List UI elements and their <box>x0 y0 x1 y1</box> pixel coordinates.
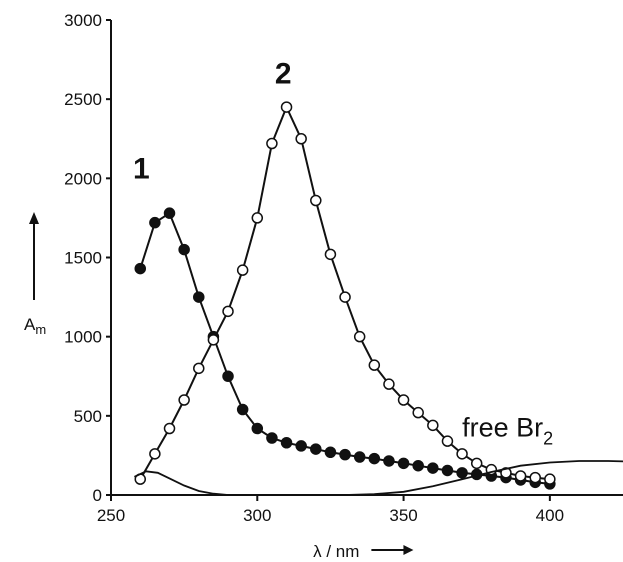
series-2-point <box>295 133 307 145</box>
series-2-point <box>544 473 556 485</box>
series-1-point <box>339 448 351 461</box>
annotation-free-br2: free Br2 <box>462 412 553 448</box>
series-2-point <box>529 471 541 484</box>
series-1-point <box>412 459 424 472</box>
series-2-point <box>470 457 483 470</box>
series-1-line <box>139 211 551 485</box>
series-1-point <box>397 457 410 470</box>
series-1-point <box>427 462 439 474</box>
series-2-point <box>412 406 424 419</box>
y-tick-label: 3000 <box>64 11 102 30</box>
series-1-point <box>149 216 161 229</box>
annotation-subscript: 2 <box>543 428 553 448</box>
series-1-point <box>310 443 322 455</box>
series-2-point <box>339 291 351 303</box>
series-2-point <box>427 419 439 432</box>
x-axis-arrow-head <box>403 545 414 555</box>
series-2-point <box>500 467 512 479</box>
x-tick-label: 250 <box>97 506 125 525</box>
y-axis-arrow-head <box>29 212 39 224</box>
series-1-point <box>368 452 381 465</box>
series-1-point <box>383 455 395 467</box>
series-2-point <box>266 137 278 150</box>
series-2-point <box>193 362 205 375</box>
series-2-point <box>368 359 381 371</box>
series-2-point <box>397 394 410 406</box>
series-2-point <box>456 448 468 460</box>
annotation-series-1: 1 <box>133 152 150 185</box>
series-2-point <box>251 212 264 224</box>
series-1-point <box>456 467 468 479</box>
series-1-point <box>134 262 147 275</box>
y-tick-label: 500 <box>74 407 102 426</box>
series-2-point <box>310 194 322 207</box>
x-axis-title: λ / nm <box>313 542 359 561</box>
series-1-point <box>353 451 366 463</box>
series-1-point <box>193 291 205 303</box>
y-axis-title: Am <box>24 315 46 337</box>
y-tick-label: 0 <box>93 486 102 505</box>
series-1-point <box>295 440 307 452</box>
y-tick-label: 1000 <box>64 328 102 347</box>
series-2-point <box>207 334 220 346</box>
y-axis-title-subscript: m <box>35 322 46 337</box>
series-2-point <box>149 448 161 460</box>
series-2-point <box>280 101 293 113</box>
series-1-point <box>280 437 293 449</box>
series-2-point <box>163 422 176 435</box>
series-1-point <box>222 370 234 382</box>
series-1-point <box>178 243 190 256</box>
x-tick-label: 400 <box>536 506 564 525</box>
series-2-point <box>178 394 190 406</box>
series-2-point <box>383 378 395 390</box>
series-1-point <box>441 464 454 477</box>
series-2-point <box>236 264 249 276</box>
annotation-text: 1 <box>133 152 150 185</box>
series-2-point <box>514 470 527 482</box>
series-2-point <box>441 435 454 447</box>
series-1-point <box>324 446 337 458</box>
y-tick-label: 2500 <box>64 90 102 109</box>
series-2-point <box>222 305 234 318</box>
annotation-text: 2 <box>275 57 292 90</box>
y-tick-label: 2000 <box>64 169 102 188</box>
x-tick-label: 300 <box>243 506 271 525</box>
annotation-series-2: 2 <box>275 57 292 90</box>
annotation-text: free Br <box>462 412 543 442</box>
series-1-point <box>163 207 176 219</box>
series-2-point <box>324 248 337 261</box>
x-tick-label: 350 <box>389 506 417 525</box>
series-1-point <box>251 422 264 435</box>
y-axis-title-main: A <box>24 315 36 334</box>
series-free-br2-line <box>134 460 623 496</box>
series-1-point <box>266 432 278 444</box>
series-1-point <box>236 403 249 416</box>
series-2-point <box>353 330 366 343</box>
y-tick-label: 1500 <box>64 249 102 268</box>
